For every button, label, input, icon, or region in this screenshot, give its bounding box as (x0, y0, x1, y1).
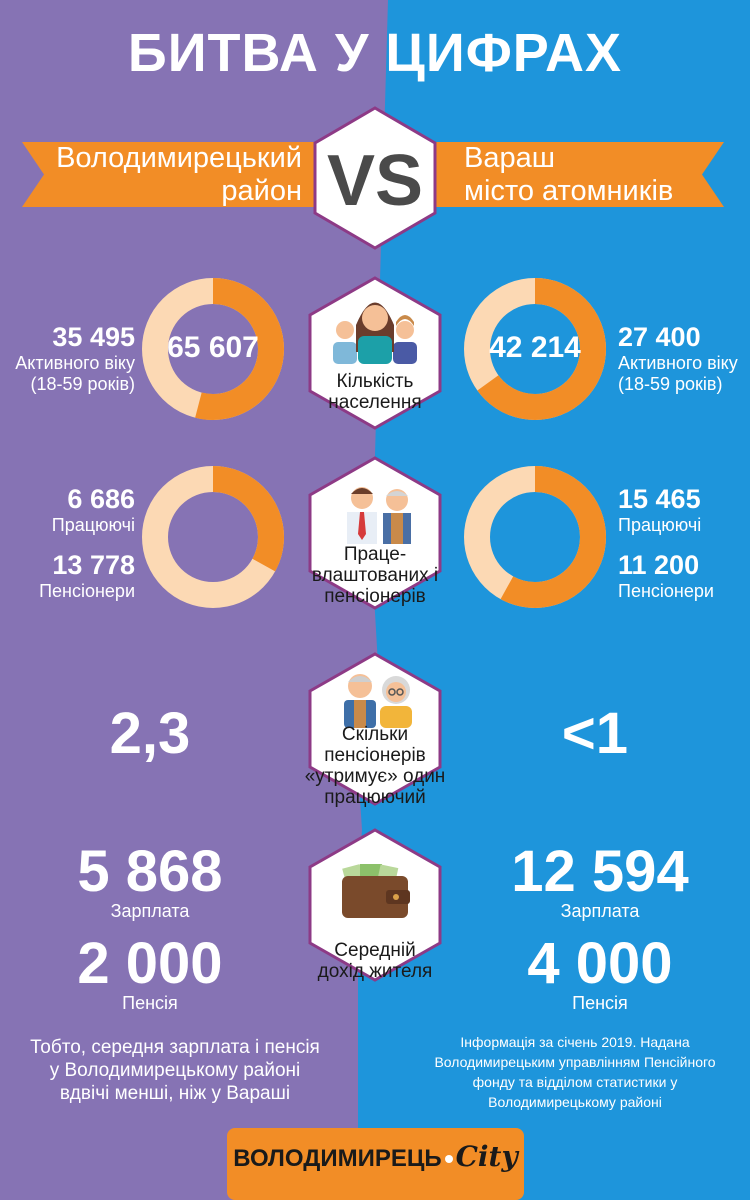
population-label-line2: населення (328, 392, 422, 413)
left-active-value: 35 495 (52, 322, 135, 352)
left-pension-value: 2 000 (77, 931, 223, 996)
worker-pensioner-icon (347, 487, 411, 544)
footer-badge-bg (227, 1128, 524, 1200)
left-pension-label: Пенсія (122, 993, 178, 1013)
right-salary-value: 12 594 (511, 839, 689, 904)
hex-vs (313, 106, 437, 250)
employment-label-line2: влаштованих і (311, 565, 439, 586)
right-active-label: Активного віку (618, 353, 738, 373)
source-line2: Володимирецьким управлінням Пенсійного (434, 1054, 716, 1070)
right-working-label: Працюючі (618, 515, 702, 535)
left-salary: 5 868 Зарплата (40, 838, 260, 922)
population-label-line1: Кількість (336, 371, 414, 392)
left-active: 35 495 Активного віку (18-59 років) (10, 322, 135, 395)
income-hex-label: Середній дохід жителя (280, 940, 470, 982)
dependency-label-line2: пенсіонерів (324, 745, 426, 766)
brand-logo[interactable]: ВОЛОДИМИРЕЦЬ City (227, 1140, 524, 1173)
dependency-label-line4: працюючий (324, 787, 426, 808)
left-pensioners-value: 13 778 (52, 550, 135, 580)
right-active-age: (18-59 років) (618, 374, 723, 394)
left-salary-value: 5 868 (77, 839, 223, 904)
income-label-line2: дохід жителя (317, 961, 433, 982)
right-pension-value: 4 000 (527, 931, 673, 996)
left-working: 6 686 Працюючі (10, 484, 135, 536)
vs-label: VS (326, 141, 424, 221)
right-working-value: 15 465 (618, 484, 701, 514)
donut-right-employment (464, 466, 606, 608)
right-salary: 12 594 Зарплата (490, 838, 710, 922)
employment-hex-label: Праце- влаштованих і пенсіонерів (280, 544, 470, 607)
right-ratio: <1 (561, 701, 629, 766)
right-working: 15 465 Працюючі (618, 484, 743, 536)
donut-right-population (464, 278, 606, 420)
brand-dot-icon (444, 1155, 453, 1163)
left-population-total: 65 607 (167, 331, 259, 364)
summary-line3: вдвічі менші, ніж у Вараші (59, 1083, 291, 1104)
left-ratio: 2,3 (109, 701, 191, 766)
right-pension-label: Пенсія (572, 993, 628, 1013)
left-working-value: 6 686 (67, 484, 135, 514)
right-name-line1: Вараш (464, 142, 555, 174)
summary-line2: у Володимирецькому районі (49, 1060, 301, 1081)
dependency-label-line1: Скільки (341, 724, 409, 745)
elderly-couple-icon (344, 674, 412, 728)
left-ribbon (22, 142, 330, 207)
left-active-age: (18-59 років) (30, 374, 135, 394)
income-label-line1: Середній (334, 940, 416, 961)
family-icon (333, 302, 417, 364)
dependency-label-line3: «утримує» один (304, 766, 446, 787)
right-name-line2: місто атомників (464, 175, 674, 207)
right-pensioners-value: 11 200 (618, 550, 700, 580)
brand-main-text: ВОЛОДИМИРЕЦЬ (233, 1145, 442, 1172)
left-pension: 2 000 Пенсія (40, 930, 260, 1014)
right-ribbon-text: Вараш місто атомників (464, 142, 724, 208)
source-note: Інформація за січень 2019. Надана Володи… (400, 1032, 750, 1112)
left-pensioners-label: Пенсіонери (39, 581, 135, 601)
brand-city-text: City (455, 1140, 518, 1173)
left-name-line2: район (221, 175, 302, 207)
left-working-label: Працюючі (51, 515, 135, 535)
left-name-line1: Володимирецький (56, 142, 302, 174)
summary-line1: Тобто, середня зарплата і пенсія (30, 1037, 320, 1058)
source-line3: фонду та відділом статистики у (472, 1074, 678, 1090)
right-active-value: 27 400 (618, 322, 701, 352)
right-population-total: 42 214 (489, 331, 581, 364)
left-summary: Тобто, середня зарплата і пенсія у Волод… (10, 1036, 340, 1105)
donut-left-population (142, 278, 284, 420)
employment-label-line1: Праце- (343, 544, 407, 565)
population-hex-label: Кількість населення (280, 371, 470, 413)
left-salary-label: Зарплата (110, 901, 190, 921)
right-ribbon (418, 142, 724, 207)
source-line4: Володимирецькому районі (488, 1094, 662, 1110)
left-ribbon-text: Володимирецький район (40, 142, 302, 208)
employment-label-line3: пенсіонерів (324, 586, 426, 607)
wallet-icon (342, 864, 410, 918)
donut-left-employment (142, 466, 284, 608)
source-line1: Інформація за січень 2019. Надана (460, 1034, 690, 1050)
dependency-hex-label: Скільки пенсіонерів «утримує» один працю… (280, 724, 470, 808)
right-pension: 4 000 Пенсія (490, 930, 710, 1014)
left-active-label: Активного віку (15, 353, 135, 373)
right-pensioners-label: Пенсіонери (618, 581, 714, 601)
page-title: БИТВА У ЦИФРАХ (127, 23, 623, 83)
right-active: 27 400 Активного віку (18-59 років) (618, 322, 743, 395)
right-pensioners: 11 200 Пенсіонери (618, 550, 743, 602)
left-pensioners: 13 778 Пенсіонери (10, 550, 135, 602)
right-salary-label: Зарплата (560, 901, 640, 921)
